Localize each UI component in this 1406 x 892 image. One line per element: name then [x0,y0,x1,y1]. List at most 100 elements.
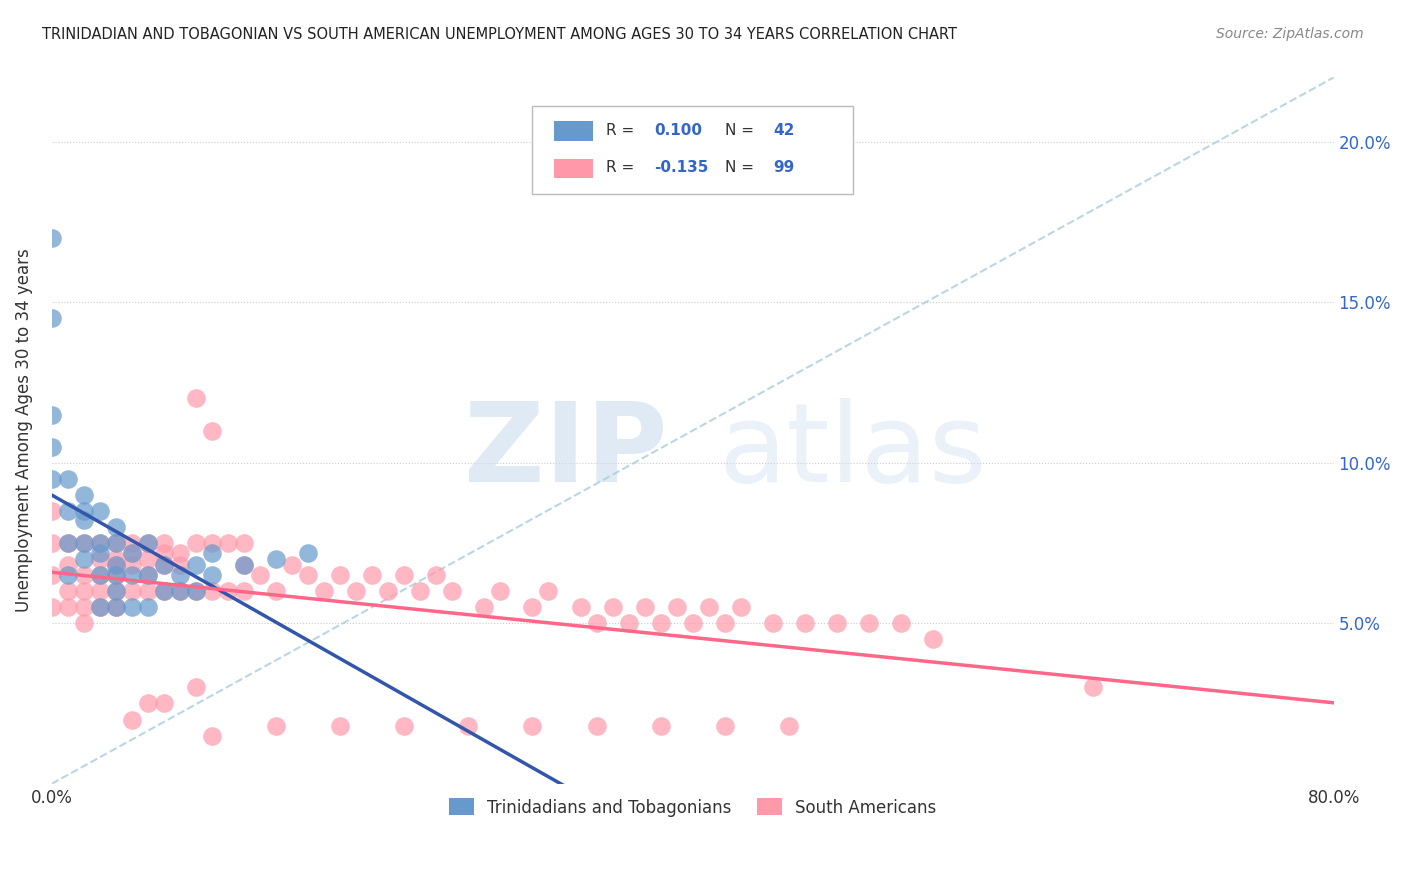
Point [264,584,287,599]
Point [73,513,96,527]
Point [136,568,159,582]
Point [104,536,127,550]
Point [169,545,191,559]
Point [314,584,336,599]
Point [89,545,111,559]
Point [713,719,735,733]
Point [217,536,239,550]
Point [104,600,127,615]
Point [41,504,63,518]
Point [89,600,111,615]
Point [425,568,447,582]
Point [136,584,159,599]
Point [153,558,176,573]
FancyBboxPatch shape [533,105,853,194]
Point [41,536,63,550]
Point [922,632,945,647]
Text: ZIP: ZIP [464,398,666,505]
Point [73,536,96,550]
Point [825,616,848,631]
Point [89,536,111,550]
Point [73,488,96,502]
Point [153,584,176,599]
Point [697,600,720,615]
Point [121,568,143,582]
Point [56,536,79,550]
Point [474,600,496,615]
Point [650,616,672,631]
Point [233,536,256,550]
Point [89,568,111,582]
Point [264,719,287,733]
Point [73,568,96,582]
Point [121,600,143,615]
Point [297,545,319,559]
Point [89,568,111,582]
Point [104,536,127,550]
Point [329,719,352,733]
Point [89,600,111,615]
Point [537,584,560,599]
Point [121,545,143,559]
Point [169,568,191,582]
Point [617,616,640,631]
Point [104,552,127,566]
Point [104,558,127,573]
Point [489,584,512,599]
Point [136,568,159,582]
Point [121,584,143,599]
Point [153,545,176,559]
Point [361,568,384,582]
Text: -0.135: -0.135 [654,160,709,175]
Point [184,392,207,406]
Legend: Trinidadians and Tobagonians, South Americans: Trinidadians and Tobagonians, South Amer… [440,790,945,825]
Point [585,616,607,631]
Point [104,568,127,582]
Point [377,584,399,599]
Point [585,719,607,733]
Point [89,536,111,550]
Text: atlas: atlas [718,398,987,505]
Text: Source: ZipAtlas.com: Source: ZipAtlas.com [1216,27,1364,41]
Point [153,697,176,711]
Text: 99: 99 [773,160,794,175]
Point [184,681,207,695]
Point [73,504,96,518]
Point [121,536,143,550]
Point [73,552,96,566]
Point [730,600,752,615]
Point [233,558,256,573]
Point [73,584,96,599]
Point [136,552,159,566]
Point [522,719,544,733]
Point [297,568,319,582]
Point [633,600,655,615]
Point [569,600,592,615]
Point [1083,681,1105,695]
Point [217,584,239,599]
Point [56,558,79,573]
Point [41,311,63,326]
Point [169,558,191,573]
Point [184,558,207,573]
Point [56,600,79,615]
Point [858,616,880,631]
Point [201,545,224,559]
FancyBboxPatch shape [554,121,593,141]
Text: 42: 42 [773,123,794,138]
Point [201,536,224,550]
Point [665,600,688,615]
FancyBboxPatch shape [554,159,593,178]
Point [104,558,127,573]
Point [249,568,271,582]
Text: N =: N = [724,160,759,175]
Point [153,558,176,573]
Point [56,584,79,599]
Text: N =: N = [724,123,759,138]
Point [104,520,127,534]
Point [169,584,191,599]
Point [394,719,416,733]
Point [201,729,224,743]
Point [104,600,127,615]
Point [73,600,96,615]
